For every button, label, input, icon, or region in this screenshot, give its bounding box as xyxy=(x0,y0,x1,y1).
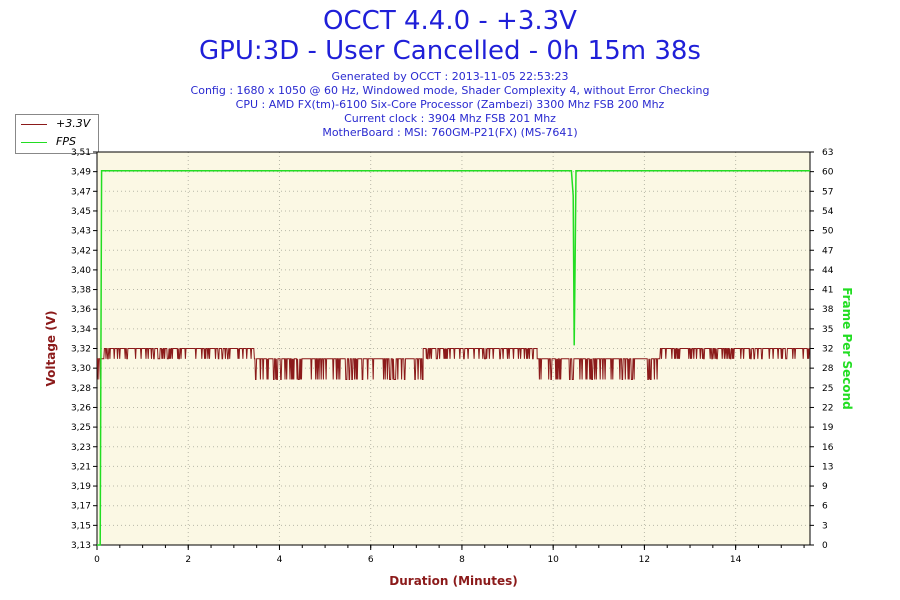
y-left-tick-label: 3,32 xyxy=(71,345,91,355)
y-left-tick-label: 3,47 xyxy=(71,187,91,197)
y-right-tick-label: 38 xyxy=(822,305,834,315)
legend: +3.3V FPS xyxy=(15,114,99,154)
y-left-tick-label: 3,34 xyxy=(71,325,91,335)
legend-item-voltage: +3.3V xyxy=(16,117,98,133)
info-clock: Current clock : 3904 Mhz FSB 201 Mhz xyxy=(344,112,556,125)
y-right-tick-label: 25 xyxy=(822,384,833,394)
y-right-tick-label: 32 xyxy=(822,345,833,355)
x-tick-label: 2 xyxy=(185,555,191,565)
y-left-tick-label: 3,36 xyxy=(71,305,91,315)
chart-title: OCCT 4.4.0 - +3.3V xyxy=(323,6,577,36)
x-tick-label: 0 xyxy=(94,555,100,565)
info-config: Config : 1680 x 1050 @ 60 Hz, Windowed m… xyxy=(190,84,710,97)
y-right-axis-title: Frame Per Second xyxy=(840,287,854,410)
y-left-tick-label: 3,26 xyxy=(71,403,91,413)
y-right-tick-label: 9 xyxy=(822,482,828,492)
y-right-tick-label: 35 xyxy=(822,325,833,335)
info-cpu: CPU : AMD FX(tm)-6100 Six-Core Processor… xyxy=(235,98,665,111)
y-right-tick-label: 28 xyxy=(822,364,834,374)
y-left-tick-label: 3,23 xyxy=(71,443,91,453)
y-left-tick-label: 3,15 xyxy=(71,521,91,531)
plot-frame xyxy=(96,151,811,546)
y-left-tick-label: 3,13 xyxy=(71,541,91,551)
y-left-tick-label: 3,21 xyxy=(71,462,91,472)
series-fps-line xyxy=(97,169,810,546)
y-right-tick-label: 57 xyxy=(822,187,833,197)
y-right-tick-label: 44 xyxy=(822,266,834,276)
y-left-tick-label: 3,38 xyxy=(71,286,91,296)
x-tick-label: 12 xyxy=(639,555,650,565)
y-right-tick-label: 60 xyxy=(822,168,834,178)
y-left-tick-label: 3,49 xyxy=(71,168,91,178)
y-right-tick-label: 16 xyxy=(822,443,834,453)
y-left-tick-label: 3,43 xyxy=(71,227,91,237)
legend-item-fps: FPS xyxy=(16,135,98,151)
legend-swatch-fps xyxy=(21,142,47,143)
y-right-tick-label: 54 xyxy=(822,207,834,217)
y-left-axis-title: Voltage (V) xyxy=(44,311,58,387)
y-left-tick-label: 3,17 xyxy=(71,502,91,512)
x-tick-label: 6 xyxy=(368,555,374,565)
legend-label-fps: FPS xyxy=(56,135,76,148)
y-left-tick-label: 3,45 xyxy=(71,207,91,217)
legend-label-voltage: +3.3V xyxy=(56,117,91,130)
y-right-tick-label: 6 xyxy=(822,502,828,512)
y-right-tick-label: 19 xyxy=(822,423,834,433)
chart-subtitle: GPU:3D - User Cancelled - 0h 15m 38s xyxy=(199,36,701,66)
x-tick-label: 14 xyxy=(730,555,742,565)
y-left-tick-label: 3,30 xyxy=(71,364,91,374)
y-left-tick-label: 3,19 xyxy=(71,482,91,492)
x-tick-label: 4 xyxy=(277,555,283,565)
x-tick-label: 8 xyxy=(459,555,465,565)
y-left-tick-label: 3,28 xyxy=(71,384,91,394)
y-right-tick-label: 50 xyxy=(822,227,834,237)
series-voltage-line xyxy=(97,348,810,380)
info-motherboard: MotherBoard : MSI: 760GM-P21(FX) (MS-764… xyxy=(322,126,578,139)
y-left-tick-label: 3,40 xyxy=(71,266,91,276)
y-left-tick-label: 3,25 xyxy=(71,423,91,433)
x-tick-label: 10 xyxy=(547,555,559,565)
y-left-tick-label: 3,51 xyxy=(71,148,91,158)
y-right-tick-label: 47 xyxy=(822,246,833,256)
y-left-tick-label: 3,42 xyxy=(71,246,91,256)
y-right-tick-label: 13 xyxy=(822,462,833,472)
y-right-tick-label: 3 xyxy=(822,521,828,531)
info-generated: Generated by OCCT : 2013-11-05 22:53:23 xyxy=(331,70,569,83)
y-right-tick-label: 22 xyxy=(822,403,833,413)
x-axis-title: Duration (Minutes) xyxy=(389,574,517,588)
y-right-tick-label: 41 xyxy=(822,286,833,296)
legend-swatch-voltage xyxy=(21,124,47,125)
y-right-tick-label: 63 xyxy=(822,148,833,158)
y-right-tick-label: 0 xyxy=(822,541,828,551)
